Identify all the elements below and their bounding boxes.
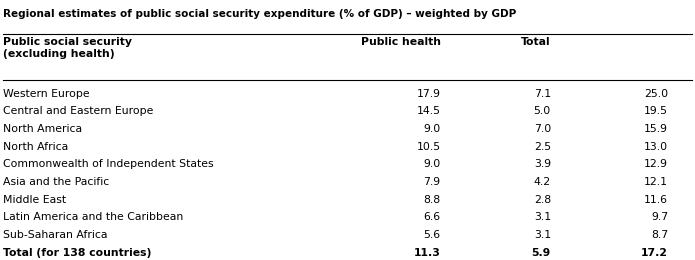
Text: 11.6: 11.6 bbox=[644, 194, 668, 205]
Text: Total: Total bbox=[521, 37, 551, 47]
Text: 17.9: 17.9 bbox=[416, 89, 441, 99]
Text: 9.7: 9.7 bbox=[651, 212, 668, 222]
Text: Latin America and the Caribbean: Latin America and the Caribbean bbox=[3, 212, 183, 222]
Text: 7.9: 7.9 bbox=[423, 177, 441, 187]
Text: North America: North America bbox=[3, 124, 82, 134]
Text: 9.0: 9.0 bbox=[423, 124, 441, 134]
Text: Total (for 138 countries): Total (for 138 countries) bbox=[3, 248, 151, 258]
Text: 12.9: 12.9 bbox=[644, 159, 668, 169]
Text: 13.0: 13.0 bbox=[644, 142, 668, 152]
Text: 9.0: 9.0 bbox=[423, 159, 441, 169]
Text: 5.9: 5.9 bbox=[532, 248, 551, 258]
Text: North Africa: North Africa bbox=[3, 142, 68, 152]
Text: 8.8: 8.8 bbox=[423, 194, 441, 205]
Text: 3.1: 3.1 bbox=[534, 212, 551, 222]
Text: 19.5: 19.5 bbox=[644, 106, 668, 116]
Text: 3.9: 3.9 bbox=[534, 159, 551, 169]
Text: 7.0: 7.0 bbox=[534, 124, 551, 134]
Text: 14.5: 14.5 bbox=[416, 106, 441, 116]
Text: 5.0: 5.0 bbox=[534, 106, 551, 116]
Text: 2.8: 2.8 bbox=[534, 194, 551, 205]
Text: Middle East: Middle East bbox=[3, 194, 66, 205]
Text: Regional estimates of public social security expenditure (% of GDP) – weighted b: Regional estimates of public social secu… bbox=[3, 9, 516, 19]
Text: 2.5: 2.5 bbox=[534, 142, 551, 152]
Text: 11.3: 11.3 bbox=[414, 248, 441, 258]
Text: Public social security
(excluding health): Public social security (excluding health… bbox=[3, 37, 132, 59]
Text: Commonwealth of Independent States: Commonwealth of Independent States bbox=[3, 159, 213, 169]
Text: 5.6: 5.6 bbox=[423, 230, 441, 240]
Text: Sub-Saharan Africa: Sub-Saharan Africa bbox=[3, 230, 107, 240]
Text: 10.5: 10.5 bbox=[416, 142, 441, 152]
Text: Asia and the Pacific: Asia and the Pacific bbox=[3, 177, 109, 187]
Text: 15.9: 15.9 bbox=[644, 124, 668, 134]
Text: 3.1: 3.1 bbox=[534, 230, 551, 240]
Text: 12.1: 12.1 bbox=[644, 177, 668, 187]
Text: 7.1: 7.1 bbox=[534, 89, 551, 99]
Text: 4.2: 4.2 bbox=[534, 177, 551, 187]
Text: Western Europe: Western Europe bbox=[3, 89, 90, 99]
Text: 17.2: 17.2 bbox=[641, 248, 668, 258]
Text: 8.7: 8.7 bbox=[651, 230, 668, 240]
Text: 6.6: 6.6 bbox=[423, 212, 441, 222]
Text: Public health: Public health bbox=[361, 37, 441, 47]
Text: Central and Eastern Europe: Central and Eastern Europe bbox=[3, 106, 153, 116]
Text: 25.0: 25.0 bbox=[644, 89, 668, 99]
